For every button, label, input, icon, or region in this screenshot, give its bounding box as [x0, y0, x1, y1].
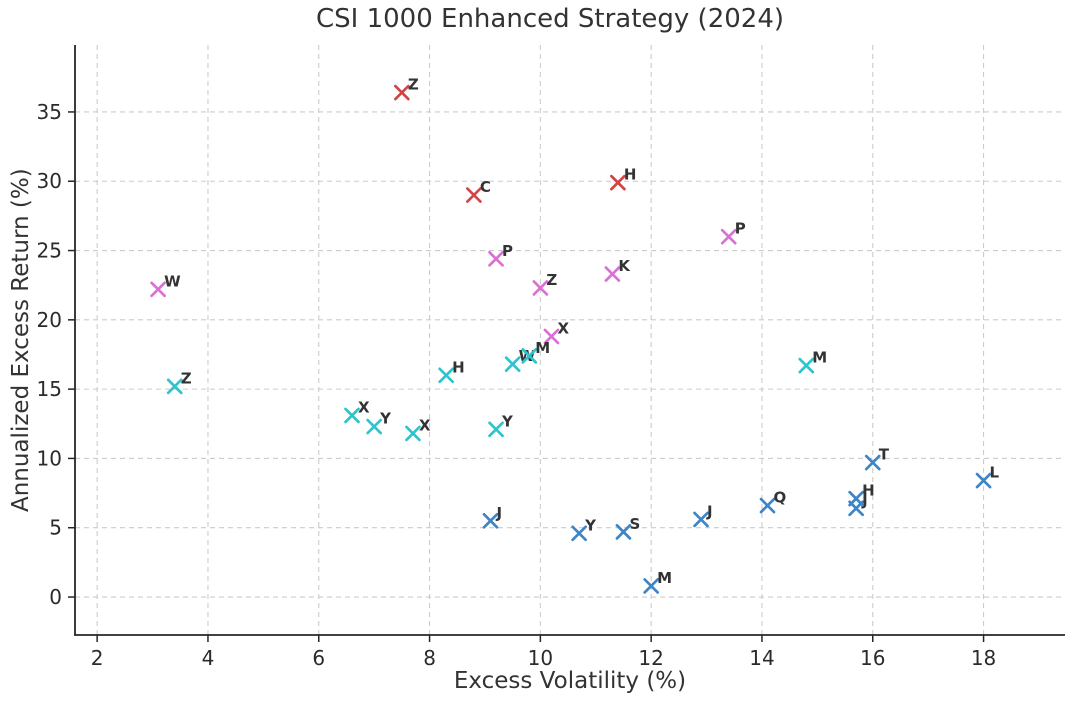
- data-point-label-m: M: [812, 349, 827, 367]
- data-point-marker-q: [759, 497, 776, 514]
- data-point-label-h: H: [624, 166, 637, 184]
- data-point-label-s: S: [629, 515, 640, 533]
- data-point-marker-s: [615, 524, 632, 540]
- x-tick-label: 16: [860, 646, 885, 670]
- data-point-marker-m: [521, 348, 538, 364]
- data-point-marker-p: [488, 251, 504, 267]
- data-point-label-x: X: [557, 319, 569, 337]
- y-tick-label: 20: [37, 308, 62, 332]
- x-tick-label: 8: [423, 646, 436, 670]
- y-tick-label: 35: [37, 100, 62, 124]
- data-point-marker-m: [643, 578, 660, 594]
- data-point-label-x: X: [358, 398, 370, 416]
- data-point-label-h: H: [862, 482, 875, 500]
- y-tick-label: 15: [37, 377, 62, 401]
- data-point-marker-k: [604, 266, 621, 282]
- data-point-marker-t: [864, 454, 881, 471]
- x-tick-label: 12: [638, 646, 663, 670]
- data-point-label-m: M: [657, 569, 672, 587]
- data-point-marker-x: [344, 407, 360, 424]
- x-tick-label: 18: [971, 646, 996, 670]
- data-point-label-y: Y: [379, 410, 392, 428]
- data-point-marker-p: [720, 228, 737, 245]
- x-axis-label: Excess Volatility (%): [453, 668, 687, 694]
- data-point-label-p: P: [735, 220, 746, 238]
- data-point-label-z: Z: [546, 271, 557, 289]
- data-point-label-w: W: [164, 272, 181, 290]
- y-tick-label: 25: [37, 239, 62, 263]
- data-point-marker-z: [166, 378, 183, 395]
- data-point-marker-w: [150, 281, 166, 298]
- data-point-label-z: Z: [181, 369, 192, 387]
- data-point-label-l: L: [990, 464, 1000, 482]
- data-point-marker-h: [848, 490, 864, 507]
- data-point-label-c: C: [480, 178, 491, 196]
- data-point-label-j: J: [706, 502, 713, 520]
- data-point-label-j: J: [496, 504, 503, 522]
- data-point-label-k: K: [618, 257, 631, 275]
- data-point-marker-j: [482, 512, 499, 529]
- y-tick-label: 10: [37, 446, 62, 470]
- data-point-label-y: Y: [584, 516, 597, 534]
- x-tick-label: 6: [312, 646, 325, 670]
- data-point-label-x: X: [419, 416, 431, 434]
- data-point-marker-m: [798, 357, 815, 374]
- data-point-marker-c: [466, 187, 482, 203]
- data-point-label-z: Z: [408, 76, 419, 94]
- data-point-marker-x: [543, 328, 560, 345]
- data-point-marker-z: [394, 84, 410, 101]
- x-tick-label: 14: [749, 646, 774, 670]
- y-tick-label: 0: [49, 585, 62, 609]
- data-point-label-t: T: [879, 446, 890, 464]
- y-tick-label: 5: [49, 516, 62, 540]
- data-point-marker-y: [571, 525, 587, 542]
- x-tick-label: 10: [528, 646, 553, 670]
- data-point-marker-w: [504, 356, 521, 373]
- x-tick-label: 2: [91, 646, 104, 670]
- data-point-marker-h: [610, 174, 626, 191]
- data-point-label-y: Y: [501, 412, 514, 430]
- data-point-label-m: M: [535, 339, 550, 357]
- data-point-marker-y: [488, 421, 504, 438]
- data-point-marker-j: [693, 511, 709, 528]
- data-point-label-j: J: [861, 491, 868, 509]
- data-point-label-q: Q: [774, 489, 787, 507]
- data-point-marker-z: [532, 280, 549, 296]
- y-tick-label: 30: [37, 169, 62, 193]
- data-point-marker-h: [438, 367, 455, 384]
- data-point-marker-l: [975, 472, 992, 489]
- chart-title: CSI 1000 Enhanced Strategy (2024): [316, 4, 784, 34]
- data-point-label-h: H: [452, 358, 465, 376]
- data-point-marker-y: [366, 418, 383, 435]
- x-tick-label: 4: [202, 646, 215, 670]
- data-point-label-p: P: [502, 242, 513, 260]
- data-point-marker-x: [405, 425, 421, 442]
